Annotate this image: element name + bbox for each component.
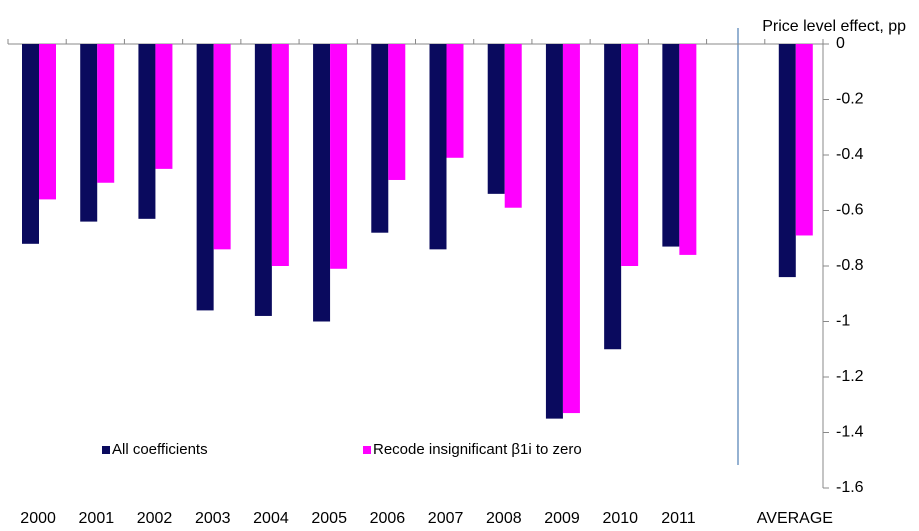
bar <box>371 44 389 233</box>
x-tick-label: 2008 <box>486 510 522 527</box>
y-tick-label: -0.2 <box>836 91 864 108</box>
bar <box>97 44 115 183</box>
bar <box>446 44 464 158</box>
bar <box>621 44 639 266</box>
bar <box>155 44 173 169</box>
x-tick-label: 2011 <box>661 510 696 527</box>
x-tick-label: 2001 <box>79 510 115 527</box>
bar <box>679 44 697 255</box>
x-tick-label: 2005 <box>311 510 347 527</box>
bar <box>330 44 348 269</box>
bar <box>22 44 39 244</box>
bar <box>562 44 580 414</box>
bar <box>388 44 406 180</box>
y-tick-label: -0.4 <box>836 146 864 163</box>
y-tick-label: -0.8 <box>836 257 864 274</box>
x-tick-label: 2006 <box>370 510 406 527</box>
x-tick-label: 2010 <box>602 510 638 527</box>
y-tick-label: -1.2 <box>836 368 864 385</box>
x-tick-label: 2000 <box>20 510 56 527</box>
bar <box>429 44 447 250</box>
bar <box>795 44 813 236</box>
y-tick-label: -0.6 <box>836 202 864 219</box>
bar <box>213 44 231 250</box>
bar <box>80 44 98 222</box>
legend-swatch <box>363 446 371 454</box>
bar <box>313 44 331 322</box>
bar <box>487 44 505 194</box>
legend-label: All coefficients <box>112 441 208 458</box>
x-tick-label: 2004 <box>253 510 289 527</box>
y-tick-label: 0 <box>836 35 845 52</box>
x-tick-label: 2003 <box>195 510 231 527</box>
y-tick-label: -1.4 <box>836 424 864 441</box>
bar <box>254 44 272 316</box>
x-tick-label: 2007 <box>428 510 464 527</box>
y-tick-label: -1 <box>836 313 850 330</box>
bar <box>271 44 289 266</box>
legend-swatch <box>102 446 110 454</box>
y-axis-title: Price level effect, pp <box>762 18 906 35</box>
bar <box>662 44 680 247</box>
bar <box>138 44 156 219</box>
y-tick-label: -1.6 <box>836 479 864 496</box>
bar <box>545 44 563 419</box>
bar <box>778 44 796 278</box>
bar <box>39 44 56 200</box>
bar <box>504 44 522 208</box>
x-tick-label: AVERAGE <box>757 510 833 527</box>
bar <box>196 44 214 311</box>
x-tick-label: 2009 <box>544 510 580 527</box>
x-tick-label: 2002 <box>137 510 173 527</box>
legend-label: Recode insignificant β1i to zero <box>373 441 582 458</box>
bar <box>604 44 622 350</box>
